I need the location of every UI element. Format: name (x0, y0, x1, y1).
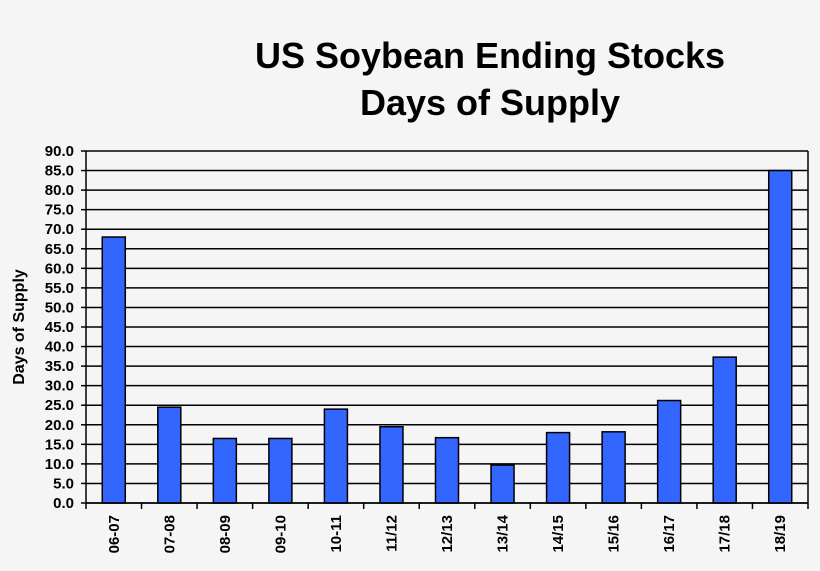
bar-15-16 (601, 431, 626, 504)
bar-11-12 (379, 425, 404, 504)
x-tick-label: 17/18 (717, 515, 734, 553)
y-tick-label: 60.0 (45, 260, 74, 277)
x-tick-label: 15/16 (606, 515, 623, 553)
y-tick-label: 20.0 (45, 417, 74, 434)
bar-10-11 (323, 408, 349, 504)
bar-16-17 (656, 399, 682, 504)
bar-12-13 (434, 436, 460, 504)
x-tick-label: 16/17 (661, 515, 678, 553)
x-tick-label: 14/15 (550, 515, 567, 553)
bar-13-14 (490, 464, 515, 504)
bars (101, 169, 793, 504)
x-tick-label: 08-09 (217, 515, 234, 553)
bar-14-15 (545, 431, 571, 504)
y-tick-label: 50.0 (45, 299, 74, 316)
bar-07-08 (157, 406, 182, 504)
bar-08-09 (212, 437, 238, 504)
y-tick-label: 90.0 (45, 143, 74, 160)
y-tick-label: 40.0 (45, 339, 74, 356)
x-tick-labels: 06-07 07-08 08-09 09-10 10-11 11/12 12/13 13/14… (106, 514, 789, 553)
chart-title: US Soybean Ending Stocks (255, 35, 725, 76)
x-tick-label: 10-11 (328, 515, 345, 553)
y-tick-label: 85.0 (45, 163, 74, 180)
y-tick-label: 55.0 (45, 280, 74, 297)
y-tick-label: 0.0 (53, 495, 74, 512)
x-tick-label: 07-08 (161, 515, 178, 553)
bar-18-19 (767, 169, 793, 504)
x-tick-label: 12/13 (439, 515, 456, 553)
bar-06-07 (101, 236, 127, 504)
x-tick-label: 13/14 (495, 514, 512, 552)
y-tick-label: 70.0 (45, 221, 74, 238)
y-tick-label: 45.0 (45, 319, 74, 336)
x-tick-label: 11/12 (383, 515, 400, 552)
y-tick-label: 15.0 (45, 436, 74, 453)
y-tick-label: 80.0 (45, 182, 74, 199)
y-tick-label: 75.0 (45, 202, 74, 219)
x-tick-label: 18/19 (772, 515, 789, 553)
y-axis-label: Days of Supply (11, 269, 28, 385)
bar-09-10 (268, 437, 293, 504)
gridlines (86, 150, 808, 504)
y-tick-label: 5.0 (53, 475, 74, 492)
y-tick-labels: 0.0 5.0 10.0 15.0 20.0 25.0 30.0 35.0 40.0 45.0 50… (45, 143, 74, 512)
y-tick-label: 65.0 (45, 241, 74, 258)
y-tick-label: 35.0 (45, 358, 74, 375)
x-tick-label: 06-07 (106, 515, 123, 553)
y-tick-label: 25.0 (45, 397, 74, 414)
bar-17-18 (712, 356, 737, 504)
chart-subtitle: Days of Supply (360, 82, 620, 123)
axes (81, 150, 809, 509)
y-tick-label: 10.0 (45, 456, 74, 473)
y-tick-label: 30.0 (45, 378, 74, 395)
x-tick-label: 09-10 (272, 515, 289, 553)
